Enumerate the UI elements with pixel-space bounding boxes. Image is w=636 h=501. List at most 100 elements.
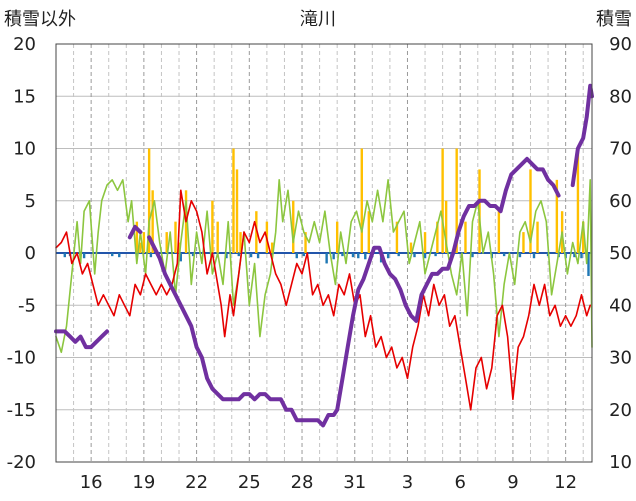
sunshine-bar xyxy=(434,253,437,257)
precipitation-bar xyxy=(135,221,139,253)
left-tick-label: -20 xyxy=(7,452,36,473)
right-tick-label: 90 xyxy=(609,34,632,55)
left-tick-label: 10 xyxy=(13,139,36,160)
precipitation-bar xyxy=(177,242,181,253)
x-tick-label: 28 xyxy=(291,472,314,493)
precipitation-bar xyxy=(216,221,219,253)
precipitation-bar xyxy=(436,221,439,253)
x-tick-label: 31 xyxy=(343,472,366,493)
sunshine-bar xyxy=(256,253,260,259)
x-tick-label: 9 xyxy=(507,472,518,493)
precipitation-bar xyxy=(232,148,235,253)
precipitation-bar xyxy=(235,169,239,253)
precipitation-bar xyxy=(270,242,274,253)
sunshine-bar xyxy=(351,253,355,258)
x-tick-label: 25 xyxy=(238,472,261,493)
precipitation-bar xyxy=(211,200,214,253)
right-tick-label: 20 xyxy=(609,400,632,421)
precipitation-bar xyxy=(360,148,363,253)
left-tick-label: 20 xyxy=(13,34,36,55)
sunshine-bar xyxy=(295,253,298,259)
precipitation-bar xyxy=(142,232,146,253)
left-tick-label: -5 xyxy=(18,295,36,316)
precipitation-bar xyxy=(335,221,339,253)
sunshine-bar xyxy=(111,253,114,257)
precipitation-bar xyxy=(536,221,539,253)
chart-title: 滝川 xyxy=(300,9,336,30)
precipitation-bar xyxy=(555,179,559,253)
min_temp-line xyxy=(55,189,591,411)
x-tick-label: 12 xyxy=(554,472,577,493)
sunshine-bar xyxy=(502,253,506,257)
right-tick-label: 80 xyxy=(609,86,632,107)
sunshine-bar xyxy=(471,253,474,258)
sunshine-bar xyxy=(237,253,240,257)
sunshine-bar xyxy=(179,253,182,262)
precipitation-bar xyxy=(151,190,154,253)
sunshine-bar xyxy=(332,253,335,260)
sunshine-bar xyxy=(518,253,522,258)
sunshine-bar xyxy=(302,253,305,257)
precipitation-bar xyxy=(529,169,532,253)
snow_depth-line xyxy=(147,156,561,428)
precipitation-bar xyxy=(255,211,258,253)
x-tick-label: 16 xyxy=(80,472,103,493)
precipitation-bar xyxy=(174,221,177,253)
sunshine-bar xyxy=(573,253,576,258)
snow_depth-line xyxy=(127,224,143,240)
right-tick-label: 40 xyxy=(609,295,632,316)
precipitation-bar xyxy=(455,148,458,253)
sunshine-bar xyxy=(225,253,228,259)
left-tick-label: 5 xyxy=(25,191,36,212)
sunshine-bar xyxy=(82,253,86,259)
lines-layer xyxy=(54,83,594,428)
right-tick-label: 30 xyxy=(609,348,632,369)
sunshine-bar xyxy=(357,253,360,259)
snow_depth-line xyxy=(570,83,594,188)
left-tick-label: -15 xyxy=(7,400,36,421)
precipitation-bar xyxy=(395,221,399,253)
precipitation-bar xyxy=(147,148,151,253)
precipitation-bar xyxy=(576,148,580,253)
x-tick-label: 6 xyxy=(454,472,465,493)
precipitation-bar xyxy=(239,232,242,253)
precipitation-bar xyxy=(582,221,585,253)
right-tick-label: 10 xyxy=(609,452,632,473)
sunshine-bar xyxy=(423,253,427,259)
sunshine-bar xyxy=(341,253,344,257)
precipitation-bar xyxy=(367,211,371,253)
sunshine-bar xyxy=(63,253,66,258)
left-axis-title: 積雪以外 xyxy=(4,9,76,30)
sunshine-bar xyxy=(191,253,195,257)
sunshine-bar xyxy=(397,253,400,257)
precipitation-bar xyxy=(139,242,142,253)
precipitation-bar xyxy=(522,232,525,253)
right-tick-label: 50 xyxy=(609,243,632,264)
precipitation-bar xyxy=(423,232,427,253)
sunshine-bar xyxy=(532,253,536,259)
precipitation-bar xyxy=(292,200,295,253)
right-tick-label: 70 xyxy=(609,139,632,160)
sunshine-bar xyxy=(587,253,590,276)
sunshine-bar xyxy=(580,253,583,259)
left-tick-label: -10 xyxy=(7,348,36,369)
precipitation-bar xyxy=(165,232,168,253)
sunshine-bar xyxy=(249,253,253,258)
sunshine-bar xyxy=(413,253,416,258)
plot-frame xyxy=(55,43,593,463)
sunshine-bar xyxy=(364,253,367,260)
x-tick-label: 19 xyxy=(132,472,155,493)
x-tick-label: 3 xyxy=(402,472,413,493)
precipitation-bar xyxy=(444,200,448,253)
max_temp-line xyxy=(55,179,593,354)
left-tick-label: 0 xyxy=(25,243,36,264)
precipitation-bar xyxy=(304,232,307,253)
left-tick-label: 15 xyxy=(13,86,36,107)
sunshine-bar xyxy=(118,253,121,258)
precipitation-bar xyxy=(409,242,413,253)
precipitation-bar xyxy=(464,221,467,253)
precipitation-bar xyxy=(497,211,501,253)
